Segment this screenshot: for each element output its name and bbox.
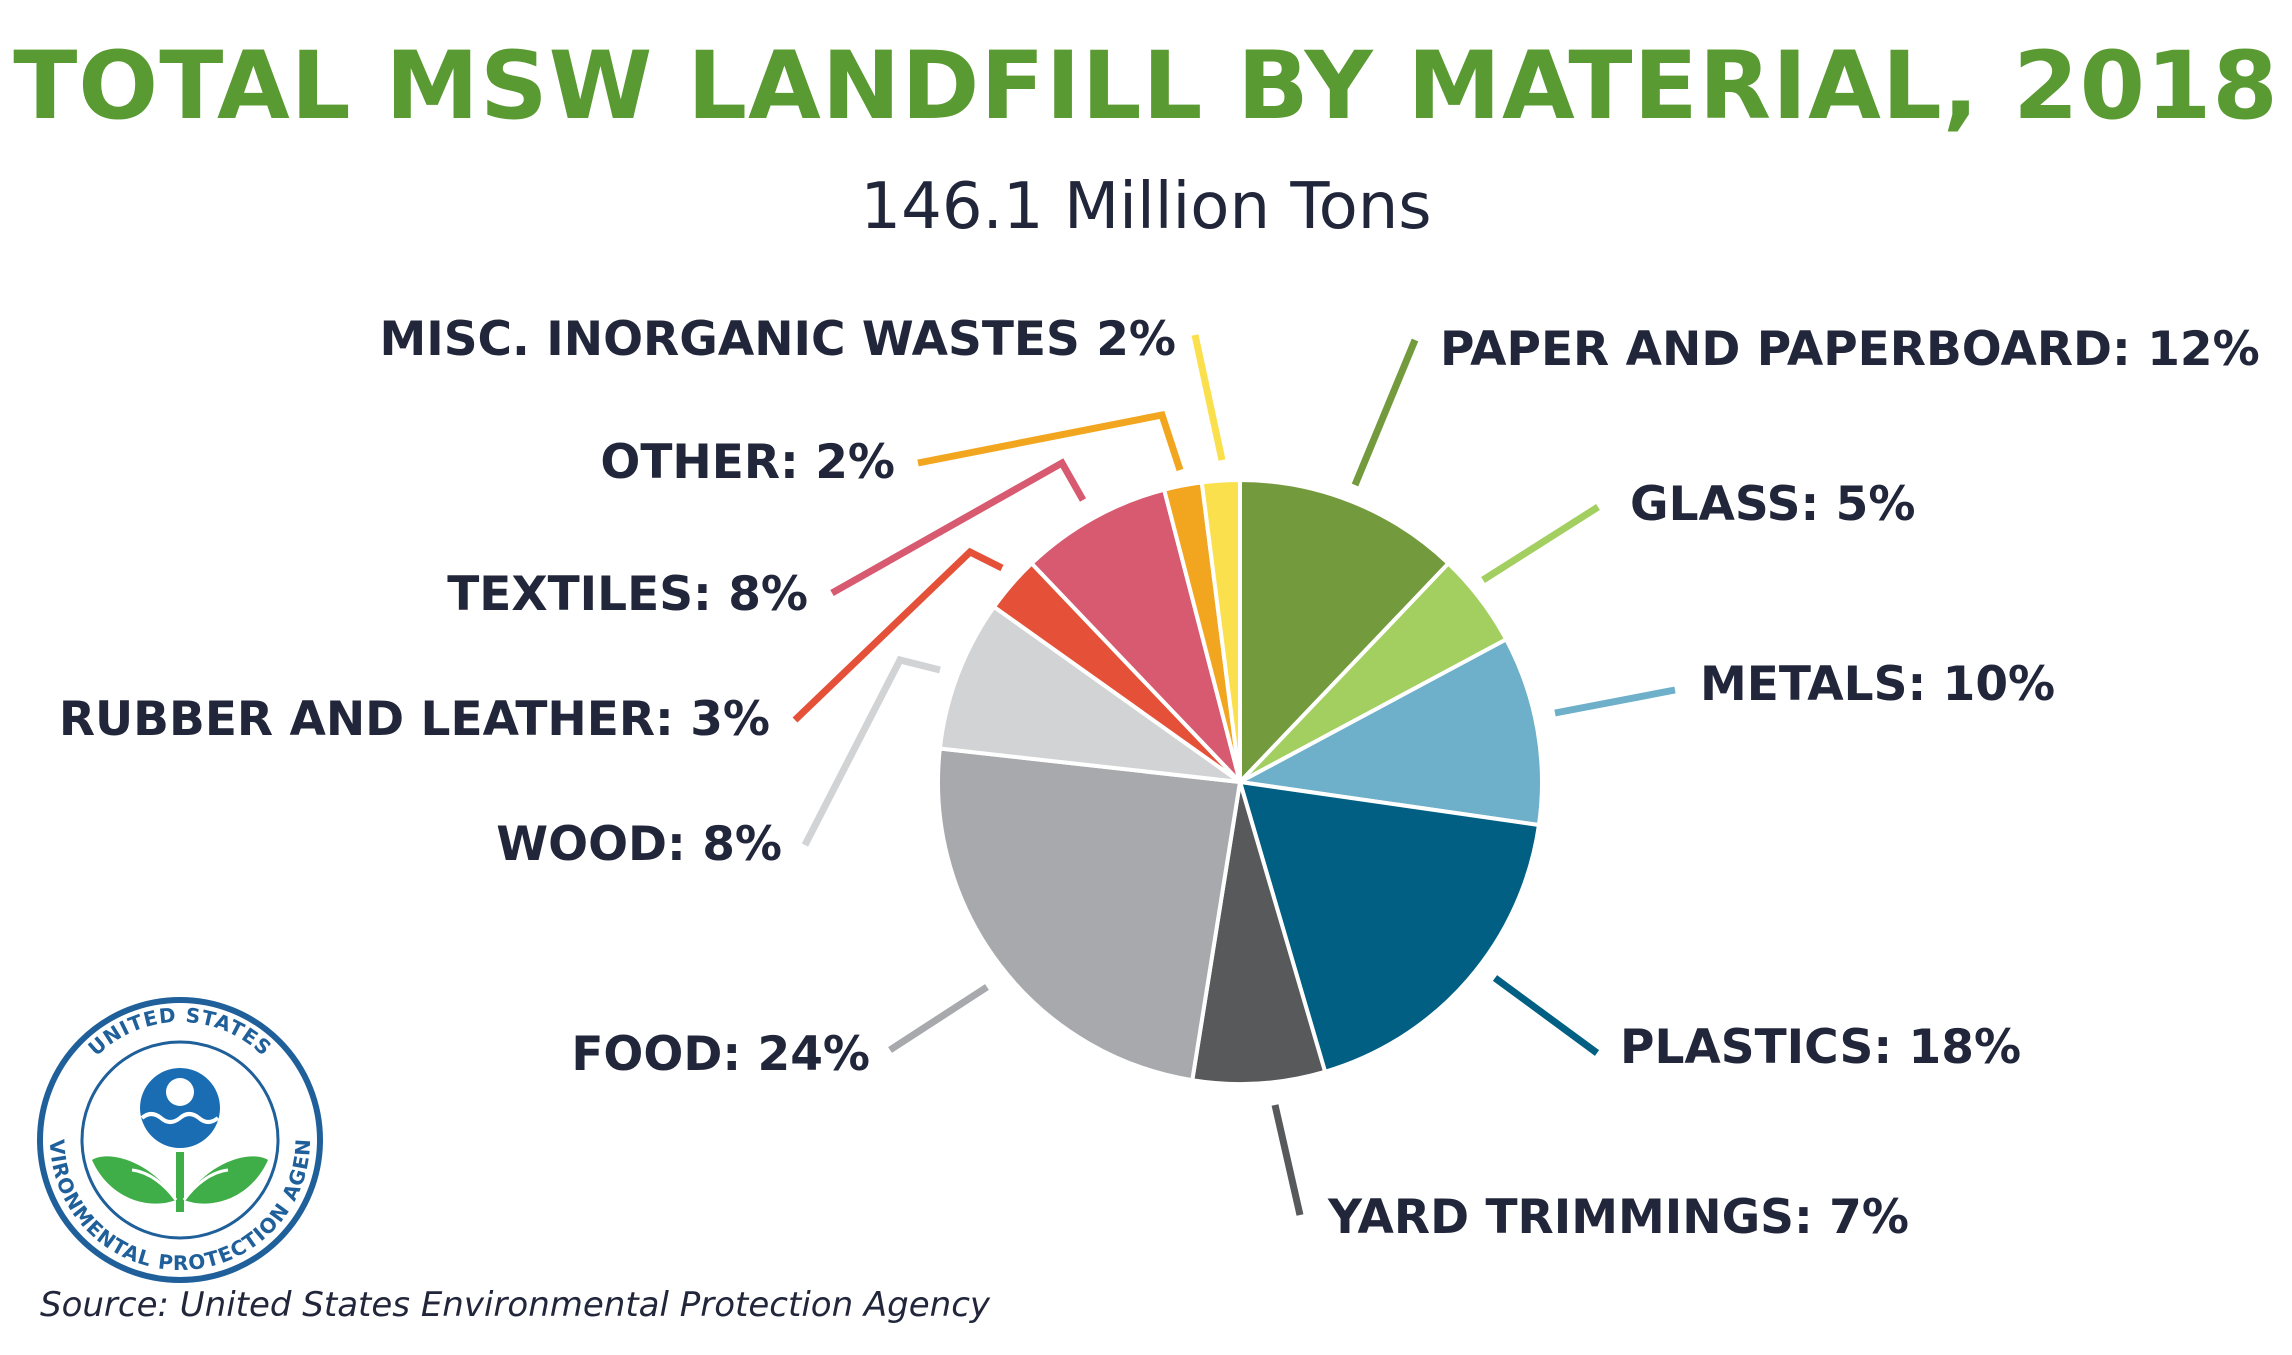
leader-line-glass bbox=[1481, 504, 1600, 583]
chart-subtitle: 146.1 Million Tons bbox=[860, 170, 1431, 244]
seal-leaf-right bbox=[184, 1156, 268, 1204]
seal-sun bbox=[166, 1078, 194, 1106]
pie-slice-misc bbox=[1199, 478, 1242, 784]
leader-line-misc bbox=[1191, 334, 1226, 461]
slice-label-other: OTHER: 2% bbox=[600, 435, 895, 490]
pie-slice-yard bbox=[1190, 780, 1328, 1086]
slice-label-misc: MISC. INORGANIC WASTES 2% bbox=[379, 312, 1176, 367]
leader-line-metals bbox=[1554, 686, 1676, 717]
epa-seal-icon: UNITED STATES ENVIRONMENTAL PROTECTION A… bbox=[0, 0, 323, 1283]
leader-line-textiles bbox=[830, 458, 1087, 597]
chart-title: TOTAL MSW LANDFILL BY MATERIAL, 2018 bbox=[13, 32, 2279, 141]
pie-slice-wood bbox=[937, 604, 1242, 784]
slice-label-plastics: PLASTICS: 18% bbox=[1620, 1020, 2021, 1075]
leader-line-paper bbox=[1351, 338, 1419, 487]
slice-label-glass: GLASS: 5% bbox=[1630, 477, 1915, 532]
slice-label-food: FOOD: 24% bbox=[571, 1027, 870, 1082]
pie-slice-textiles bbox=[1029, 487, 1242, 784]
slice-label-paper: PAPER AND PAPERBOARD: 12% bbox=[1440, 322, 2260, 377]
slice-label-yard: YARD TRIMMINGS: 7% bbox=[1327, 1190, 1909, 1245]
seal-leaf-vein-right bbox=[182, 1168, 229, 1201]
leader-line-plastics bbox=[1492, 975, 1600, 1056]
leader-lines bbox=[792, 334, 1676, 1216]
pie-chart bbox=[936, 478, 1544, 1086]
slice-labels: PAPER AND PAPERBOARD: 12% GLASS: 5% METALS… bbox=[59, 312, 2260, 1245]
seal-globe bbox=[140, 1068, 220, 1148]
seal-wave bbox=[140, 1112, 220, 1124]
slice-label-textiles: TEXTILES: 8% bbox=[447, 567, 808, 622]
leader-line-wood bbox=[801, 655, 941, 847]
slice-label-wood: WOOD: 8% bbox=[496, 817, 782, 872]
source-note: Source: United States Environmental Prot… bbox=[40, 1285, 991, 1325]
leader-line-rubber bbox=[792, 547, 1004, 723]
slice-label-rubber: RUBBER AND LEATHER: 3% bbox=[59, 692, 770, 747]
pie-slice-paper bbox=[1238, 478, 1451, 784]
leader-line-food bbox=[888, 984, 989, 1053]
seal-leaf-left bbox=[92, 1156, 176, 1204]
pie-slice-plastics bbox=[1238, 780, 1541, 1074]
leader-line-other bbox=[917, 410, 1184, 472]
leader-line-yard bbox=[1271, 1104, 1304, 1216]
pie-slice-metals bbox=[1238, 637, 1544, 827]
slice-label-metals: METALS: 10% bbox=[1700, 657, 2055, 712]
seal-leaf-vein-left bbox=[131, 1168, 178, 1201]
pie-slice-food bbox=[936, 746, 1242, 1083]
